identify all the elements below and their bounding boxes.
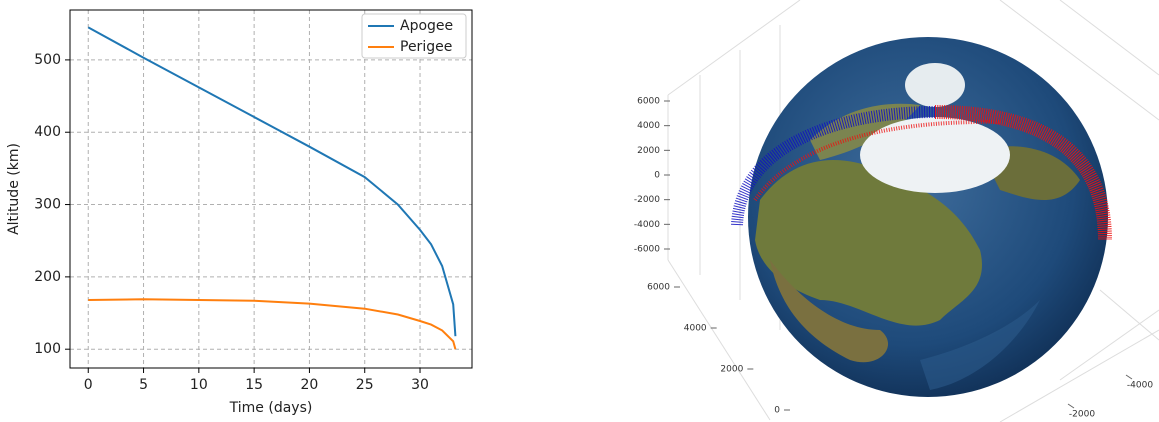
z-tick-label: -2000	[634, 195, 660, 205]
figure: 6000400020000-2000-4000-6000600040002000…	[0, 0, 1159, 422]
y-tick-label: -4000	[1127, 381, 1153, 391]
x-tick-label: 30	[411, 377, 429, 393]
legend-label: Apogee	[400, 18, 453, 34]
y-tick-label: 200	[34, 269, 61, 285]
x-tick-label: 6000	[647, 283, 670, 293]
z-tick-label: -4000	[634, 220, 660, 230]
x-tick-label: 20	[301, 377, 319, 393]
x-tick-label: 2000	[720, 365, 743, 375]
axes-frame	[70, 10, 472, 368]
x-axis-label: Time (days)	[229, 400, 313, 416]
y-tick	[1126, 375, 1132, 379]
globe	[748, 37, 1108, 397]
z-tick-label: 6000	[637, 97, 660, 107]
x-tick-label: 0	[84, 377, 93, 393]
x-tick-label: 4000	[684, 324, 707, 334]
x-tick-label: 0	[774, 406, 780, 416]
z-tick-label: 2000	[637, 146, 660, 156]
y-tick-label: 100	[34, 341, 61, 357]
y-axis-label: Altitude (km)	[6, 143, 22, 235]
z-tick-label: 4000	[637, 121, 660, 131]
y-tick	[1068, 404, 1074, 408]
x-tick-label: 5	[139, 377, 148, 393]
y-tick-label: 300	[34, 197, 61, 213]
z-tick-label: 0	[654, 171, 660, 181]
x-tick-label: 15	[245, 377, 263, 393]
y-tick-label: -2000	[1069, 410, 1095, 420]
z-tick-label: -6000	[634, 245, 660, 255]
x-tick-label: 10	[190, 377, 208, 393]
y-tick-label: 400	[34, 124, 61, 140]
y-tick-label: 500	[34, 52, 61, 68]
x-tick-label: 25	[356, 377, 374, 393]
legend-label: Perigee	[400, 39, 452, 55]
